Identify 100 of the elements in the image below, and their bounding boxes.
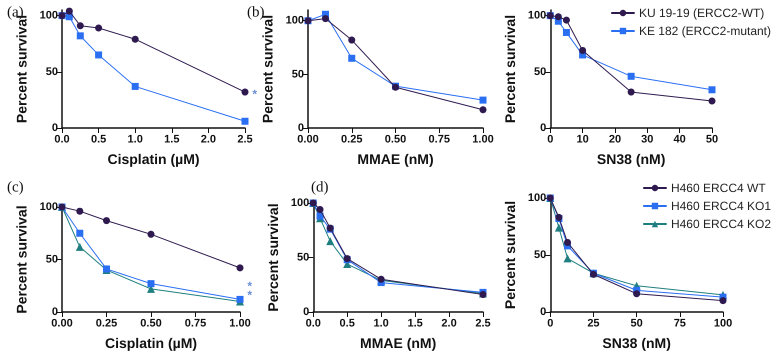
point [564,238,572,246]
x-tick-label: 0.50 [384,134,406,146]
point [148,230,154,238]
legend-label: KE 182 (ERCC2-mutant) [638,24,772,38]
y-tick-label: 100 [528,192,546,204]
point [579,46,586,54]
y-tick-label: 100 [40,10,58,22]
point [242,118,248,125]
point [76,32,84,40]
y-tick-label: 0 [540,306,546,318]
x-tick-label: 0.5 [90,134,106,146]
x-tick-label: 0.25 [96,318,118,330]
x-axis-title: SN38 (nM) [596,151,666,167]
y-tick-label: 0 [52,306,58,318]
y-tick-label: 50 [534,66,546,78]
legend-label: H460 ERCC4 KO2 [670,217,772,231]
y-tick-label: 50 [46,66,58,78]
point [562,16,570,24]
y-tick-label: 0 [298,122,304,134]
x-tick-label: 0.25 [341,134,362,146]
y-tick-label: 50 [297,252,310,264]
point [242,88,248,96]
point [76,242,84,251]
y-tick-label: 50 [46,254,58,266]
point [562,28,570,36]
point [103,217,110,224]
y-axis-title: Percent survival [265,203,281,312]
point [554,224,563,232]
x-tick-label: 75 [674,318,686,330]
y-axis-title: Percent survival [502,14,518,124]
x-tick-label: 1.5 [164,134,180,146]
point [554,13,562,20]
x-tick-label: 50 [706,134,718,146]
chart-title: (c) [7,180,24,196]
legend-label: H460 ERCC4 KO1 [670,199,772,213]
y-tick-label: 0 [540,122,546,134]
x-tick-label: 40 [674,134,686,146]
x-tick-label: 0.00 [297,134,319,146]
point [66,8,73,15]
x-tick-label: 25 [587,318,600,330]
x-tick-label: 0.5 [340,318,355,330]
legend-label: KU 19-19 (ERCC2-WT) [638,6,764,20]
chart-title: (d) [311,180,328,196]
x-tick-label: 1.5 [407,318,423,330]
x-tick-label: 1.00 [229,318,251,330]
point [628,88,635,96]
point [76,22,84,30]
text: * [252,87,258,101]
legend-label: H460 ERCC4 WT [670,181,766,195]
x-axis-title: Cisplatin (µM) [104,335,198,351]
point [564,254,572,262]
x-tick-label: 0.0 [54,134,70,146]
point [95,51,102,58]
point [628,72,635,80]
x-tick-label: 0.75 [428,134,450,146]
y-axis-title: Percent survival [502,200,518,310]
y-tick-label: 50 [292,68,304,80]
point [316,212,324,220]
x-tick-label: 20 [608,134,622,146]
point [236,264,244,272]
point [480,96,486,104]
x-tick-label: 50 [630,318,643,330]
text: * [247,288,252,302]
point [633,290,640,298]
point [148,280,154,288]
point [95,24,102,32]
y-tick-label: 0 [303,306,310,318]
x-tick-label: 1.0 [128,134,143,146]
chart-title: (b) [247,4,264,20]
point [316,206,324,214]
x-tick-label: 100 [714,318,732,330]
point [708,98,716,105]
x-tick-label: 0.75 [184,318,206,330]
point [326,237,334,246]
x-tick-label: 1.00 [472,134,494,146]
x-tick-label: 0.50 [140,318,162,330]
y-axis-title: Percent survival [14,205,30,314]
x-tick-label: 2.5 [475,318,491,330]
x-tick-label: 2.0 [200,134,216,146]
x-tick-label: 0.0 [306,318,321,330]
x-axis-title: Cisplatin (µM) [107,151,200,167]
x-tick-label: 2.0 [441,318,457,330]
point [348,54,356,62]
x-axis-title: SN38 (nM) [602,335,671,351]
y-tick-label: 100 [528,10,546,22]
y-tick-label: 100 [286,14,304,27]
x-tick-label: 1.0 [374,318,389,330]
point [76,230,84,237]
point [132,82,139,90]
point [708,86,716,94]
point [236,296,244,303]
x-tick-label: 2.5 [237,134,253,146]
point [480,106,486,114]
y-tick-label: 0 [52,122,58,134]
y-tick-label: 100 [290,197,310,209]
point [348,36,356,44]
point [322,15,329,22]
point [132,36,139,43]
x-tick-label: 30 [641,134,654,146]
point [720,297,726,304]
